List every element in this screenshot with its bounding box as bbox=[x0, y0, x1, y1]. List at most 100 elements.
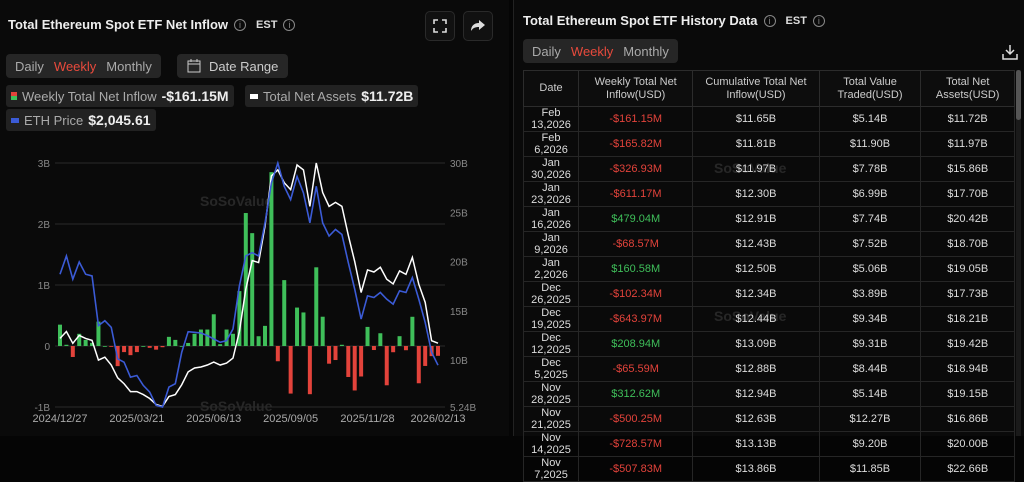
y-right-tick-label: 30B bbox=[450, 159, 468, 170]
net-assets-cell: $18.94B bbox=[920, 356, 1015, 382]
chart-title: Total Ethereum Spot ETF Net Inflow bbox=[8, 17, 229, 32]
timezone-info-icon[interactable]: i bbox=[283, 18, 296, 31]
inflow-bar bbox=[327, 346, 332, 364]
inflow-bar bbox=[410, 316, 415, 346]
value-traded-cell: $7.74B bbox=[818, 206, 922, 232]
date-cell: Jan 2,2026 bbox=[522, 256, 580, 282]
date-cell: Dec 19,2025 bbox=[522, 306, 580, 332]
weekly-inflow-cell: -$161.15M bbox=[578, 106, 694, 132]
inflow-bar bbox=[320, 316, 325, 346]
legend-inflow-value: -$161.15M bbox=[161, 88, 229, 104]
y-left-tick-label: 0 bbox=[44, 342, 50, 353]
y-left-tick-label: 1B bbox=[38, 281, 51, 292]
inflow-bar bbox=[263, 325, 268, 346]
table-row: Jan 23,2026 -$611.17M $12.30B $6.99B $17.70B bbox=[522, 181, 1015, 207]
inflow-bar bbox=[96, 321, 101, 346]
inflow-bar bbox=[77, 333, 82, 346]
legend-inflow[interactable]: Weekly Total Net Inflow -$161.15M bbox=[6, 85, 234, 107]
table-scrollbar[interactable] bbox=[1016, 70, 1021, 436]
info-icon[interactable]: i bbox=[763, 14, 776, 27]
watermark: SoSoValue bbox=[714, 160, 787, 176]
inflow-bar bbox=[122, 346, 127, 353]
info-icon[interactable]: i bbox=[234, 18, 247, 31]
period-weekly[interactable]: Weekly bbox=[570, 43, 614, 59]
net-assets-cell: $19.05B bbox=[920, 256, 1015, 282]
inflow-bar bbox=[250, 233, 255, 346]
value-traded-cell: $11.85B bbox=[818, 456, 922, 482]
assets-swatch-icon bbox=[250, 93, 258, 99]
cumulative-inflow-cell: $12.50B bbox=[692, 256, 820, 282]
period-daily[interactable]: Daily bbox=[532, 43, 561, 59]
cumulative-inflow-cell: $11.81B bbox=[692, 131, 820, 157]
inflow-bar bbox=[186, 342, 191, 346]
column-header: Cumulative Total Net Inflow(USD) bbox=[692, 70, 820, 107]
period-monthly[interactable]: Monthly bbox=[623, 43, 669, 59]
date-cell: Nov 7,2025 bbox=[522, 456, 580, 482]
table-row: Nov 28,2025 $312.62M $12.94B $5.14B $19.15B bbox=[522, 381, 1015, 407]
timezone-info-icon[interactable]: i bbox=[812, 14, 825, 27]
inflow-bar bbox=[397, 336, 402, 346]
history-data-panel: Total Ethereum Spot ETF History Data i E… bbox=[513, 0, 1024, 482]
date-cell: Jan 30,2026 bbox=[522, 156, 580, 182]
inflow-bar bbox=[391, 346, 396, 353]
value-traded-cell: $5.14B bbox=[818, 381, 922, 407]
fullscreen-button[interactable] bbox=[425, 11, 455, 41]
weekly-inflow-cell: $479.04M bbox=[578, 206, 694, 232]
cumulative-inflow-cell: $11.97B bbox=[692, 156, 820, 182]
date-cell: Feb 13,2026 bbox=[522, 106, 580, 132]
history-table: Date Weekly Total Net Inflow(USD) Cumulati… bbox=[522, 70, 1015, 482]
scrollbar-thumb[interactable] bbox=[1016, 70, 1021, 120]
cumulative-inflow-cell: $12.34B bbox=[692, 281, 820, 307]
eth-price-line bbox=[59, 160, 439, 408]
y-right-tick-label: 5.24B bbox=[450, 403, 476, 414]
share-button[interactable] bbox=[463, 11, 493, 41]
value-traded-cell: $12.27B bbox=[818, 406, 922, 432]
inflow-bar bbox=[230, 333, 235, 346]
inflow-bar bbox=[83, 339, 88, 346]
y-right-tick-label: 15B bbox=[450, 307, 468, 318]
inflow-bar bbox=[378, 333, 383, 346]
inflow-bar bbox=[314, 267, 319, 346]
value-traded-cell: $5.14B bbox=[818, 106, 922, 132]
column-header: Total Net Assets(USD) bbox=[920, 70, 1015, 107]
timezone-label: EST bbox=[256, 18, 278, 31]
cumulative-inflow-cell: $12.88B bbox=[692, 356, 820, 382]
legend-assets[interactable]: Total Net Assets $11.72B bbox=[245, 85, 419, 107]
table-row: Jan 2,2026 $160.58M $12.50B $5.06B $19.05B bbox=[522, 256, 1015, 282]
inflow-bar bbox=[371, 346, 376, 351]
period-weekly[interactable]: Weekly bbox=[53, 58, 97, 74]
net-assets-cell: $16.86B bbox=[920, 406, 1015, 432]
inflow-bar bbox=[166, 336, 171, 346]
inflow-bar bbox=[333, 346, 338, 361]
inflow-bar bbox=[282, 280, 287, 346]
legend-eth[interactable]: ETH Price $2,045.61 bbox=[6, 109, 156, 131]
inflow-bar bbox=[147, 346, 152, 348]
table-row: Dec 12,2025 $208.94M $13.09B $9.31B $19.42B bbox=[522, 331, 1015, 357]
y-right-tick-label: 25B bbox=[450, 208, 468, 219]
inflow-bar bbox=[70, 346, 75, 357]
date-cell: Feb 6,2026 bbox=[522, 131, 580, 157]
net-assets-cell: $20.00B bbox=[920, 431, 1015, 457]
net-assets-line bbox=[59, 162, 439, 408]
inflow-bar bbox=[64, 344, 69, 346]
date-range-button[interactable]: Date Range bbox=[177, 54, 289, 78]
fullscreen-icon bbox=[433, 19, 447, 33]
inflow-bar bbox=[436, 346, 440, 356]
inflow-bar bbox=[403, 346, 408, 351]
date-cell: Nov 28,2025 bbox=[522, 381, 580, 407]
cumulative-inflow-cell: $12.91B bbox=[692, 206, 820, 232]
value-traded-cell: $8.44B bbox=[818, 356, 922, 382]
date-cell: Dec 12,2025 bbox=[522, 331, 580, 357]
net-assets-cell: $17.70B bbox=[920, 181, 1015, 207]
inflow-bar bbox=[346, 346, 351, 377]
weekly-inflow-cell: $208.94M bbox=[578, 331, 694, 357]
download-icon[interactable] bbox=[1002, 44, 1018, 60]
period-monthly[interactable]: Monthly bbox=[106, 58, 152, 74]
inflow-bar bbox=[301, 312, 306, 346]
column-header: Weekly Total Net Inflow(USD) bbox=[578, 70, 694, 107]
period-daily[interactable]: Daily bbox=[15, 58, 44, 74]
net-assets-cell: $19.15B bbox=[920, 381, 1015, 407]
legend-eth-label: ETH Price bbox=[24, 112, 84, 128]
weekly-inflow-cell: -$507.83M bbox=[578, 456, 694, 482]
table-row: Jan 9,2026 -$68.57M $12.43B $7.52B $18.70B bbox=[522, 231, 1015, 257]
